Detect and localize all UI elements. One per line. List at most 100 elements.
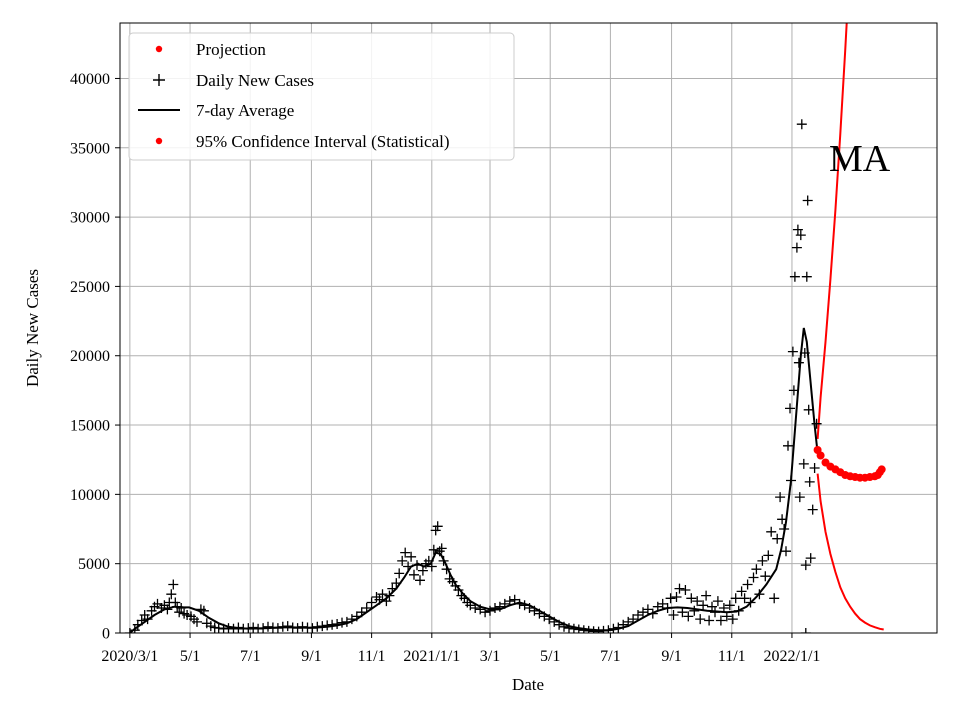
y-axis-ticks: 0 5000 10000 15000 20000 25000 30000 35000 40000 (70, 71, 120, 643)
daily-case-point (730, 593, 741, 604)
daily-case-point (657, 598, 668, 609)
daily-case-point (432, 521, 443, 532)
x-tick-label: 7/1 (600, 648, 620, 665)
daily-case-point (665, 593, 676, 604)
daily-case-point (748, 572, 759, 583)
daily-case-point (704, 615, 715, 626)
daily-case-point (811, 418, 822, 429)
y-tick-label: 0 (102, 626, 110, 643)
daily-case-point (794, 492, 805, 503)
daily-case-point (642, 604, 653, 615)
daily-case-point (282, 621, 293, 632)
legend-label-confidence-interval: 95% Confidence Interval (Statistical) (196, 132, 450, 151)
daily-case-point (689, 605, 700, 616)
y-axis-label: Daily New Cases (23, 269, 42, 387)
legend: Projection Daily New Cases 7-day Average… (128, 32, 515, 161)
projection-layer (813, 446, 886, 482)
daily-case-point (792, 224, 803, 235)
x-tick-label: 11/1 (718, 648, 746, 665)
daily-case-point (707, 601, 717, 612)
y-tick-label: 20000 (70, 348, 110, 365)
average-line-layer (129, 327, 819, 633)
daily-case-point (430, 525, 441, 536)
y-tick-label: 25000 (70, 279, 110, 296)
daily-case-point (751, 564, 762, 575)
daily-case-point (417, 565, 428, 576)
daily-case-point (736, 586, 747, 597)
x-tick-label: 9/1 (301, 648, 321, 665)
daily-case-point (800, 628, 811, 633)
legend-entry-7-day-average: 7-day Average (138, 101, 294, 120)
daily-case-point (804, 476, 815, 487)
daily-case-point (712, 596, 723, 607)
x-tick-label: 2022/1/1 (764, 648, 821, 665)
daily-case-point (781, 546, 791, 557)
ci-upper-curve (816, 23, 848, 439)
daily-case-point (785, 403, 795, 414)
projection-point (816, 451, 825, 460)
daily-case-point (490, 603, 500, 613)
x-axis-ticks: 2020/3/1 5/1 7/1 9/1 11/1 2021/1/1 3/1 5/1 7/1 9/… (101, 633, 820, 665)
y-tick-label: 35000 (70, 140, 110, 157)
daily-case-point (671, 592, 682, 602)
daily-case-point (727, 614, 738, 625)
daily-case-point (337, 617, 347, 628)
x-tick-label: 3/1 (480, 648, 500, 665)
daily-case-point (397, 555, 408, 566)
daily-points-layer (124, 119, 822, 633)
ci-lower-curve (816, 473, 884, 631)
legend-marker-plus (153, 74, 165, 86)
seven-day-average-line (129, 327, 819, 633)
legend-label-daily-new-cases: Daily New Cases (196, 71, 314, 90)
daily-case-point (701, 590, 712, 601)
legend-entry-daily-new-cases: Daily New Cases (153, 71, 314, 90)
daily-case-point (783, 440, 793, 451)
daily-case-point (800, 560, 811, 571)
daily-case-point (564, 623, 574, 633)
legend-label-7-day-average: 7-day Average (196, 101, 294, 120)
y-tick-label: 10000 (70, 487, 110, 504)
daily-case-point (795, 230, 806, 241)
daily-case-point (805, 553, 816, 564)
legend-marker-projection (155, 45, 163, 53)
axes-frame (119, 22, 938, 634)
daily-case-point (593, 626, 604, 633)
daily-case-point (415, 575, 425, 586)
y-tick-label: 5000 (78, 556, 110, 573)
daily-case-point (683, 611, 694, 622)
daily-case-point (739, 593, 750, 604)
daily-case-point (787, 346, 798, 357)
legend-label-projection: Projection (196, 40, 266, 59)
x-axis-label: Date (512, 675, 544, 694)
daily-case-point (436, 543, 447, 554)
region-annotation: MA (829, 138, 891, 180)
daily-case-point (802, 195, 813, 206)
y-tick-label: 15000 (70, 418, 110, 435)
daily-case-point (775, 492, 786, 503)
daily-case-point (406, 551, 417, 562)
daily-case-point (686, 593, 697, 604)
x-tick-label: 7/1 (240, 648, 260, 665)
daily-case-point (168, 579, 179, 590)
daily-case-point (394, 568, 405, 579)
daily-case-point (796, 119, 807, 130)
legend-entry-confidence-interval: 95% Confidence Interval (Statistical) (155, 132, 450, 151)
daily-case-point (677, 607, 688, 618)
daily-case-point (668, 610, 679, 620)
daily-case-point (791, 242, 802, 253)
daily-case-point (263, 621, 273, 632)
legend-entry-projection: Projection (155, 40, 266, 59)
daily-case-point (366, 597, 377, 608)
legend-marker-confidence-interval (155, 137, 163, 145)
daily-case-point (763, 550, 774, 561)
daily-case-point (793, 357, 804, 368)
x-tick-label: 11/1 (358, 648, 386, 665)
daily-case-point (192, 616, 202, 627)
daily-case-point (377, 589, 388, 600)
y-tick-label: 40000 (70, 71, 110, 88)
x-tick-label: 5/1 (540, 648, 560, 665)
x-tick-label: 2021/1/1 (403, 648, 460, 665)
daily-case-point (757, 555, 768, 566)
daily-case-point (409, 569, 419, 580)
